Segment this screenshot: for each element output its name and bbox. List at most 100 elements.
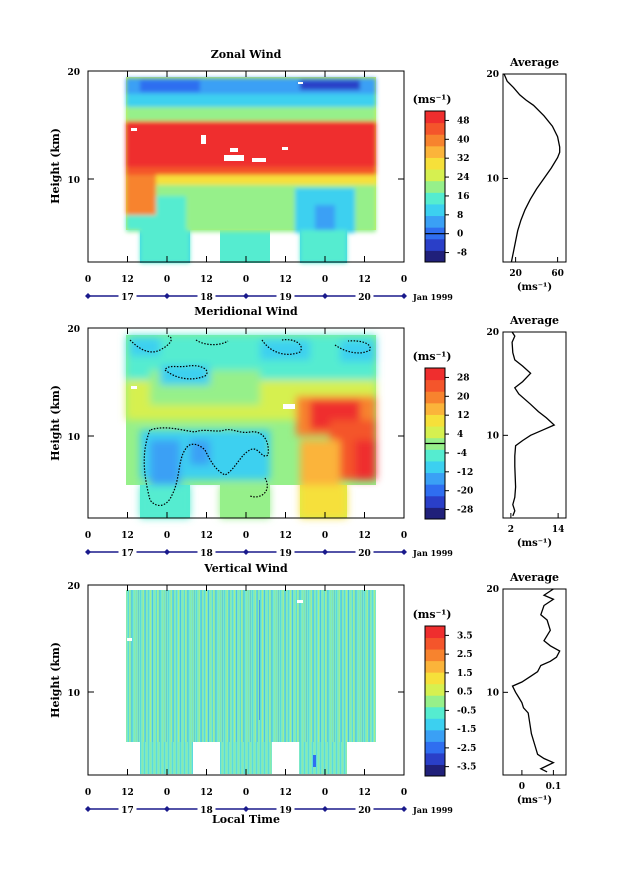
colorbar-tick-label: 0.5	[457, 688, 473, 698]
colorbar-swatch	[425, 368, 445, 381]
day-label: 19	[279, 549, 292, 559]
colorbar-swatch	[425, 672, 445, 685]
colorbar-tick-label: -0.5	[457, 706, 476, 716]
colorbar-swatch	[425, 472, 445, 485]
day-label: 20	[358, 806, 371, 816]
profile-x-label: (ms⁻¹)	[517, 538, 552, 549]
day-label: 19	[279, 293, 292, 303]
time-tick-label: 12	[200, 531, 213, 541]
time-tick-label: 0	[85, 531, 91, 541]
day-label: 19	[279, 806, 292, 816]
colorbar-tick-label: 16	[457, 192, 470, 202]
colorbar-tick-label: 24	[457, 173, 470, 183]
colorbar-swatch	[425, 250, 445, 263]
profile-y-tick-label: 20	[486, 328, 499, 338]
profile-y-tick-label: 10	[486, 688, 499, 698]
colorbar-tick-label: 4	[457, 430, 463, 440]
height-tick-10: 10	[67, 176, 80, 186]
month-label: Jan 1999	[412, 805, 453, 815]
colorbar-swatch	[425, 238, 445, 251]
time-tick-label: 0	[401, 531, 407, 541]
time-tick-label: 12	[200, 788, 213, 798]
time-tick-label: 12	[121, 275, 134, 285]
colorbar-swatch	[425, 764, 445, 777]
colorbar-swatch	[425, 683, 445, 696]
time-axis: 0 12 0 12 0 12 0 12 0 17 18 19 20 Jan 1999	[85, 585, 453, 816]
colorbar-tick-label: 8	[457, 211, 463, 221]
colorbar-swatch	[425, 484, 445, 497]
colorbar-tick-label: 40	[457, 135, 470, 145]
day-label: 17	[121, 806, 134, 816]
profile-x-tick-label: 0	[519, 782, 525, 792]
colorbar-swatch	[425, 718, 445, 731]
heatmap-field	[126, 335, 376, 518]
colorbar-tick-label: 32	[457, 154, 470, 164]
time-tick-label: 0	[322, 788, 328, 798]
time-tick-label: 0	[322, 275, 328, 285]
colorbar-swatch	[425, 729, 445, 742]
colorbar-swatch	[425, 169, 445, 182]
meridional-colorbar: 28 20 12 4 -4 -12 -20 -28 (ms⁻¹)	[413, 350, 473, 520]
colorbar-tick-label: -4	[457, 449, 467, 459]
colorbar-tick-label: -12	[457, 468, 473, 478]
time-axis: 0 12 0 12 0 12 0 12 0 17 18 19 20 Jan 1999	[85, 71, 453, 303]
colorbar-swatch	[425, 695, 445, 708]
time-tick-label: 0	[401, 275, 407, 285]
colorbar-swatch	[425, 626, 445, 639]
colorbar-tick-label: 1.5	[457, 669, 473, 679]
colorbar-unit-label: (ms⁻¹)	[413, 608, 452, 621]
colorbar-swatch	[425, 414, 445, 427]
height-tick-10: 10	[67, 433, 80, 443]
time-tick-label: 0	[85, 788, 91, 798]
colorbar-swatch	[425, 507, 445, 520]
average-profile-line	[503, 73, 561, 263]
average-profile-line	[511, 588, 561, 773]
time-tick-label: 12	[200, 275, 213, 285]
colorbar-tick-label: -28	[457, 506, 473, 516]
profile-y-tick-label: 20	[486, 70, 499, 80]
colorbar-swatch	[425, 192, 445, 205]
vertical-wind-panel: Vertical Wind 20 10 Height (km) 0 12 0 12 0 1…	[49, 562, 567, 816]
x-axis-label: Local Time	[212, 813, 280, 826]
colorbar-tick-label: 28	[457, 373, 470, 383]
meridional-average-profile: Average 2 14 20 10 (ms⁻¹)	[486, 314, 567, 549]
day-label: 18	[200, 806, 213, 816]
heatmap-field	[126, 590, 376, 774]
colorbar-tick-label: -2.5	[457, 744, 476, 754]
day-label: 20	[358, 549, 371, 559]
profile-title: Average	[509, 314, 559, 327]
colorbar-swatch	[425, 122, 445, 135]
day-label: 18	[200, 549, 213, 559]
colorbar-swatch	[425, 741, 445, 754]
colorbar-swatch	[425, 495, 445, 508]
colorbar-tick-label: 3.5	[457, 631, 473, 641]
meridional-wind-panel: Meridional Wind	[49, 305, 567, 559]
colorbar-tick-label: 20	[457, 392, 470, 402]
colorbar-tick-label: -1.5	[457, 725, 476, 735]
colorbar-tick-label: -8	[457, 249, 467, 259]
colorbar-swatch	[425, 637, 445, 650]
colorbar-swatch	[425, 460, 445, 474]
colorbar-swatch	[425, 402, 445, 415]
colorbar-tick-label: 2.5	[457, 650, 473, 660]
time-tick-label: 0	[243, 275, 249, 285]
day-label: 17	[121, 549, 134, 559]
colorbar-swatch	[425, 426, 445, 439]
day-label: 20	[358, 293, 371, 303]
day-label: 17	[121, 293, 134, 303]
colorbar-swatch	[425, 752, 445, 765]
colorbar-swatch	[425, 203, 445, 217]
colorbar-swatch	[425, 449, 445, 462]
zonal-colorbar: 48 40 32 24 16 8 0 -8 (ms⁻¹)	[413, 93, 470, 263]
panel-title: Zonal Wind	[211, 48, 282, 61]
colorbar-swatch	[425, 111, 445, 124]
time-tick-label: 0	[322, 531, 328, 541]
zonal-average-profile: Average 20 60 20 10 (ms⁻¹)	[486, 56, 567, 293]
colorbar-tick-label: -20	[457, 487, 473, 497]
time-tick-label: 12	[358, 275, 371, 285]
day-label: 18	[200, 293, 213, 303]
time-axis: 0 12 0 12 0 12 0 12 0 17 18 19 20 Jan 1999	[85, 328, 453, 559]
time-tick-label: 12	[279, 788, 292, 798]
colorbar-swatch	[425, 660, 445, 673]
